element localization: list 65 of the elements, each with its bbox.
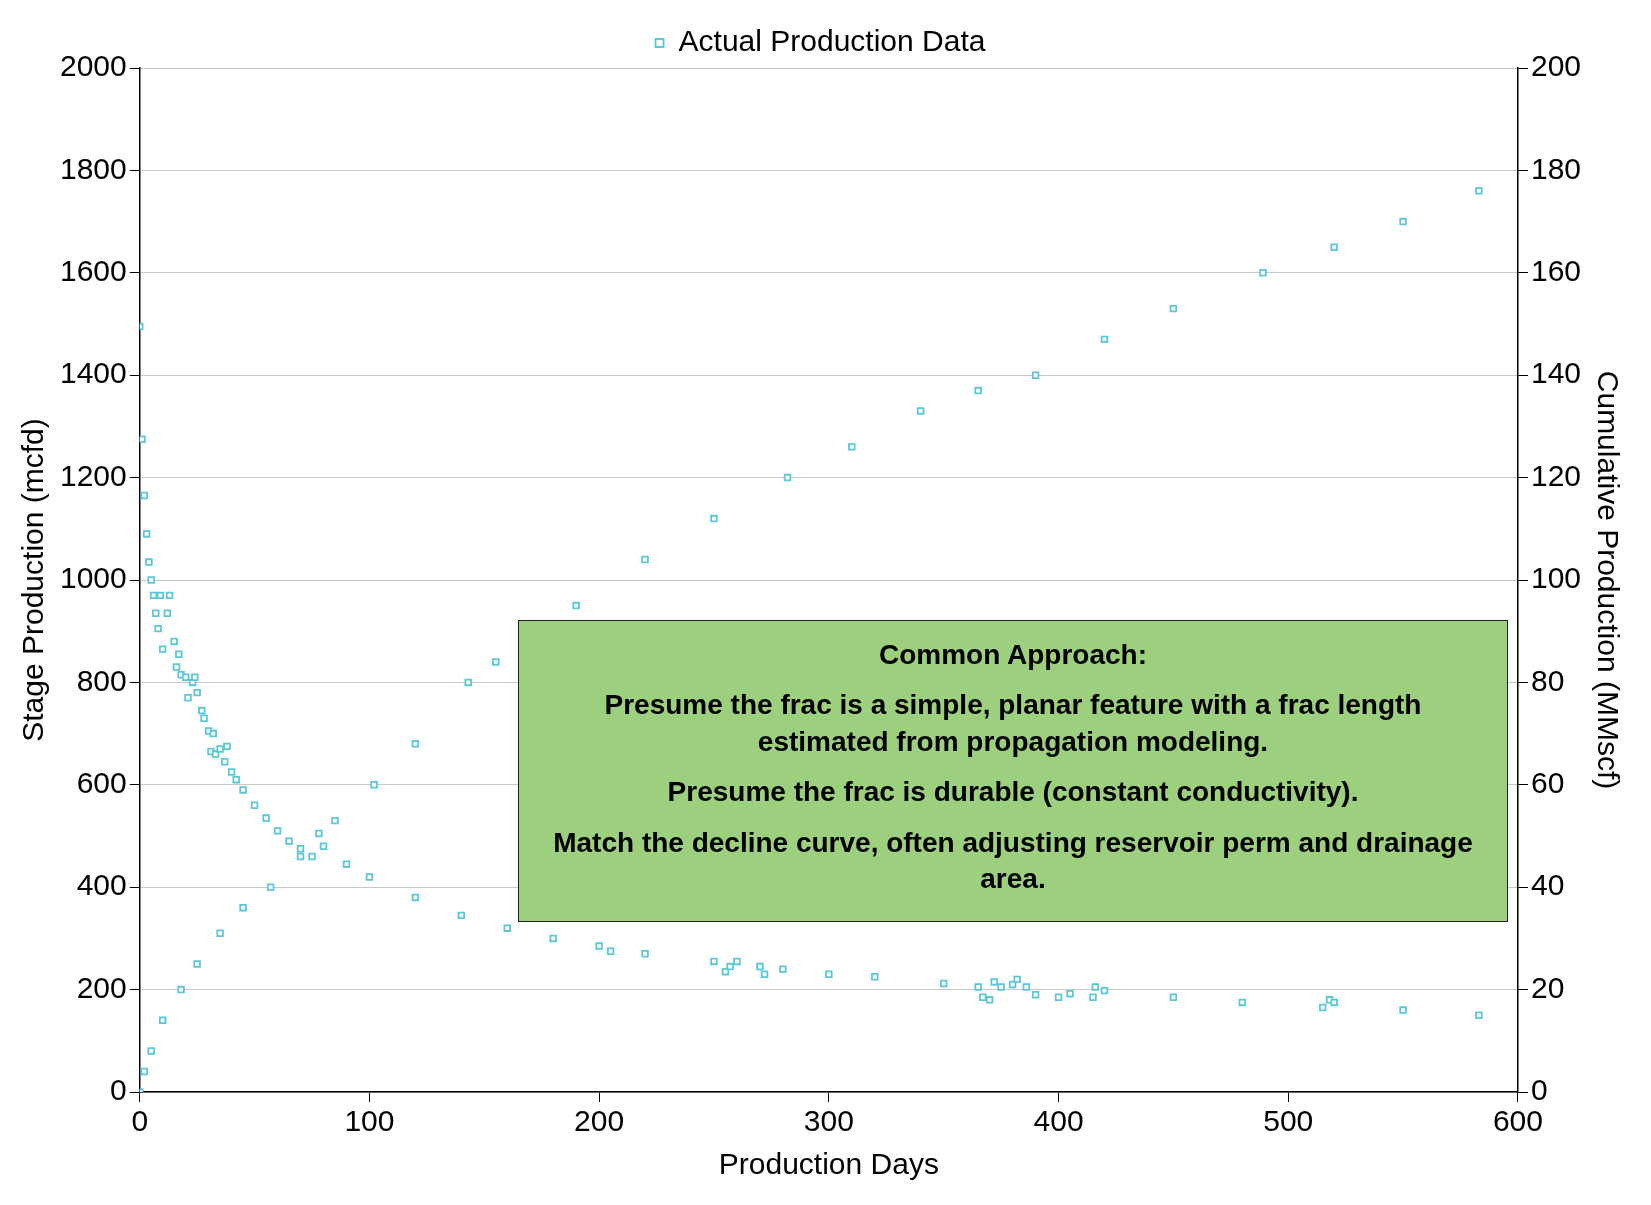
y2-tick-label: 160 [1530,254,1582,288]
point [710,514,718,523]
y-tick-label: 1000 [59,561,127,595]
point [140,1067,149,1076]
point [641,555,649,564]
x-tick-label: 100 [344,1104,395,1138]
y-tick-label: 1200 [59,458,127,492]
point [974,386,982,395]
y2-tick-label: 100 [1530,561,1582,595]
y-tick-label: 1400 [59,356,127,390]
y2-tick-label: 40 [1530,868,1565,902]
x-tick-label: 200 [574,1104,625,1138]
point [266,883,275,891]
point [1330,243,1338,251]
point [370,781,378,789]
point [1031,371,1040,379]
point [216,929,224,938]
annotation: Match the decline curve, often adjusting reservoir perm and drainage area. [552,825,1474,896]
point [296,852,305,861]
point [1169,304,1178,313]
y-tick-label: 1600 [59,254,127,288]
point [411,740,420,748]
y-tick-label: 1800 [59,151,127,185]
point [147,1047,155,1055]
annotation: Presume the frac is durable (constant conductivity). [666,775,1360,810]
legend-label: Actual Production Data [678,24,986,58]
point [783,473,792,482]
point [464,678,472,687]
point [572,601,580,610]
y-tick-label: 2000 [59,49,127,83]
x-tick-label: 0 [131,1104,149,1138]
y2-tick-label: 80 [1530,663,1565,697]
point [916,407,925,415]
point [848,443,856,451]
y-tick-label: 800 [76,663,127,697]
point [1259,269,1267,277]
point [177,985,185,994]
point [193,960,201,968]
y2-tick-label: 60 [1530,766,1565,800]
annotation: Presume the frac is a simple, planar feature with a frac length estimated from propagation modeling. [603,688,1423,759]
x-tick-label: 600 [1492,1104,1543,1138]
y2-tick-label: 120 [1530,458,1582,492]
point [1100,335,1109,344]
x-tick-label: 300 [803,1104,854,1138]
point [1475,187,1483,195]
y-tick-label: 400 [76,868,127,902]
y2-tick-label: 140 [1530,356,1582,390]
x-axis-title: Production Days [718,1147,939,1181]
y-tick-label: 0 [110,1073,127,1107]
y-tick-label: 600 [76,766,127,800]
point [492,658,500,666]
y2-tick-label: 200 [1530,49,1582,83]
point [158,1016,167,1025]
annotation: Common Approach: [877,638,1149,672]
x-tick-label: 500 [1263,1104,1314,1138]
y-axis-title: Stage Production (mcfd) [16,418,50,742]
y-tick-label: 200 [76,970,127,1004]
y2-tick-label: 0 [1530,1073,1548,1107]
y2-axis-title: Cumulative Production (MMscf) [1591,370,1625,790]
y2-tick-label: 180 [1530,151,1582,185]
point [239,903,247,912]
x-tick-label: 400 [1033,1104,1084,1138]
point [331,816,339,825]
y2-tick-label: 20 [1530,970,1565,1004]
point [1399,217,1407,226]
